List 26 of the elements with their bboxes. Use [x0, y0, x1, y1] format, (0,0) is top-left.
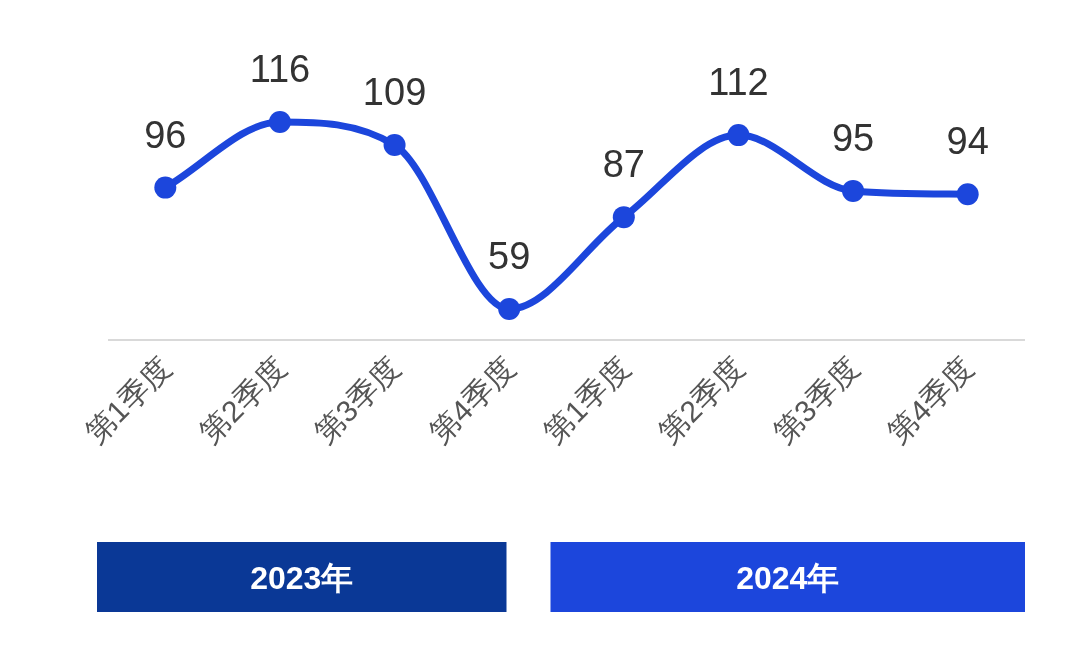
point [612, 206, 635, 229]
data-label: 95 [831, 116, 875, 159]
data-label: 94 [946, 120, 989, 163]
x-tick-label: 第2季度 [651, 350, 751, 450]
point [498, 298, 521, 320]
data-label: 109 [362, 70, 427, 113]
point [154, 176, 177, 199]
data-label: 112 [708, 61, 769, 104]
data-label: 59 [488, 235, 531, 277]
point [727, 124, 750, 147]
x-tick-label: 第1季度 [78, 350, 178, 450]
data-label: 87 [602, 143, 645, 186]
x-tick-label: 第2季度 [193, 350, 293, 450]
data-label: 96 [144, 113, 187, 156]
x-tick-label: 第4季度 [422, 350, 522, 450]
point [268, 111, 291, 133]
x-tick-label: 第3季度 [766, 350, 866, 450]
point [956, 183, 979, 206]
text: 2024年 [736, 560, 840, 596]
x-tick-label: 第3季度 [308, 350, 407, 450]
point [383, 133, 406, 156]
x-tick-label: 第1季度 [537, 350, 637, 450]
x-tick-label: 第4季度 [881, 350, 980, 450]
point [842, 179, 865, 202]
data-label: 116 [249, 48, 311, 90]
text: 2023年 [250, 560, 354, 596]
